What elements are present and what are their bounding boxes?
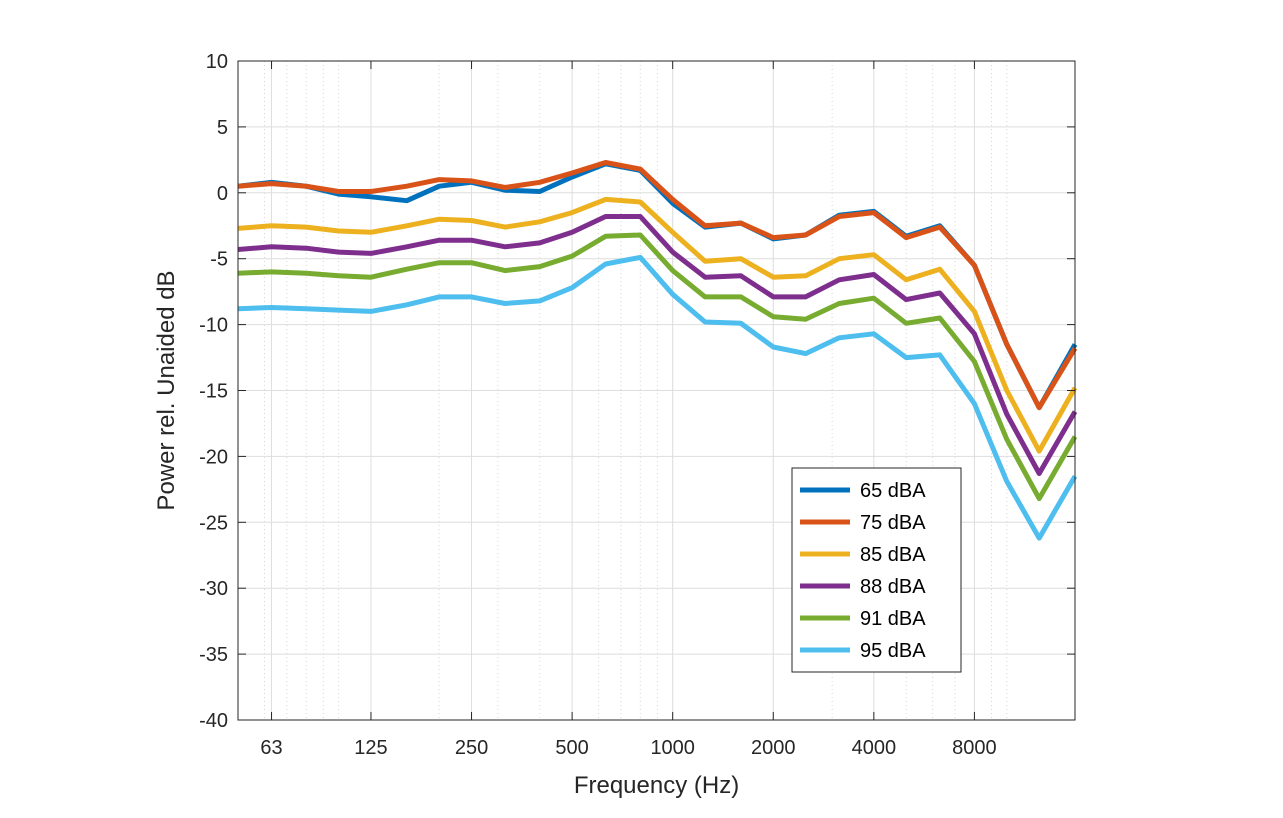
y-tick-label: -40 [199, 710, 228, 732]
y-tick-label: -35 [199, 644, 228, 666]
y-tick-label: -5 [210, 249, 228, 271]
legend-box [791, 467, 962, 673]
legend: 65 dBA 75 dBA 85 dBA 88 dBA 91 dBA 95 dBA [791, 467, 962, 673]
x-tick-label: 2000 [751, 737, 796, 759]
legend-label: 65 dBA [860, 480, 926, 502]
series-line-85-dba [237, 196, 1078, 454]
y-tick-label: -20 [199, 446, 228, 468]
series-line-75-dba [237, 160, 1078, 411]
x-tick-label: 63 [260, 737, 282, 759]
legend-label: 75 dBA [860, 512, 926, 534]
x-tick-label: 4000 [852, 737, 897, 759]
y-axis-ticks: 10 5 0 -5 -10 -15 -20 -25 -30 -35 -40 [199, 51, 1075, 732]
y-tick-label: 10 [206, 51, 228, 73]
y-tick-label: -30 [199, 578, 228, 600]
y-tick-label: -15 [199, 381, 228, 403]
x-tick-label: 8000 [952, 737, 997, 759]
x-axis-label: Frequency (Hz) [574, 772, 739, 799]
x-tick-label: 125 [354, 737, 387, 759]
y-tick-label: -25 [199, 512, 228, 534]
x-axis-ticks: 63 125 250 500 1000 2000 4000 8000 [260, 61, 997, 759]
series-lines [237, 160, 1078, 541]
legend-label: 85 dBA [860, 544, 926, 566]
y-axis-label: Power rel. Unaided dB [153, 270, 180, 510]
y-tick-label: -10 [199, 315, 228, 337]
legend-label: 95 dBA [860, 640, 926, 662]
legend-label: 88 dBA [860, 576, 926, 598]
series-line-91-dba [237, 232, 1078, 502]
x-tick-label: 250 [455, 737, 488, 759]
y-tick-label: 5 [217, 117, 228, 139]
series-line-95-dba [237, 254, 1078, 541]
x-tick-label: 1000 [650, 737, 695, 759]
legend-label: 91 dBA [860, 608, 926, 630]
series-line-88-dba [237, 214, 1078, 476]
x-tick-label: 500 [555, 737, 588, 759]
y-tick-label: 0 [217, 183, 228, 205]
